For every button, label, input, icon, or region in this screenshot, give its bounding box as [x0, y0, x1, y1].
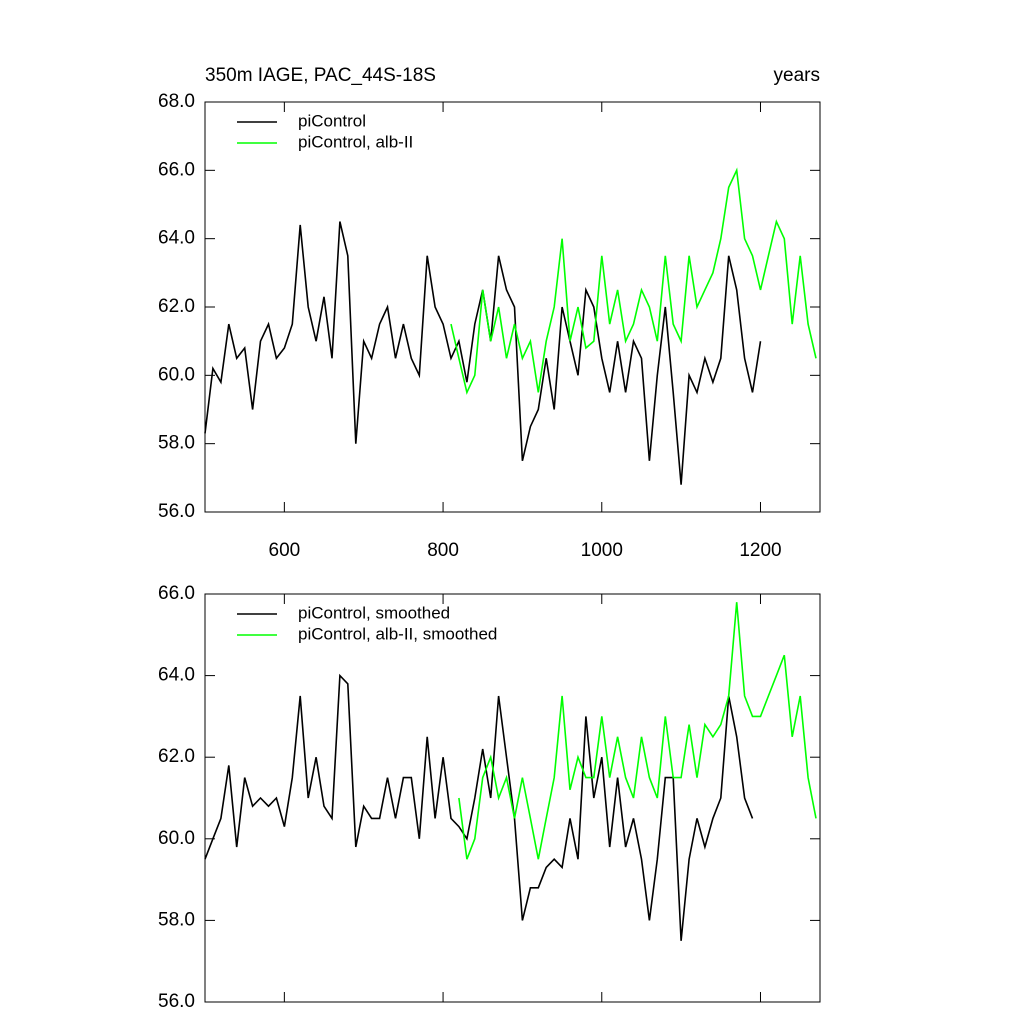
y-tick-label: 66.0	[158, 159, 195, 180]
y-tick-label: 64.0	[158, 228, 195, 249]
y-tick-label: 58.0	[158, 909, 195, 930]
y-tick-label: 56.0	[158, 991, 195, 1012]
legend-label: piControl	[298, 111, 366, 130]
x-tick-label: 1000	[581, 540, 623, 561]
y-tick-label: 60.0	[158, 828, 195, 849]
y-tick-label: 64.0	[158, 665, 195, 686]
units-label: years	[774, 65, 820, 86]
data-line	[450, 167, 817, 395]
data-line	[458, 602, 817, 860]
legend-label: piControl, alb-II, smoothed	[298, 624, 497, 643]
y-tick-label: 68.0	[158, 91, 195, 112]
legend-label: piControl, smoothed	[298, 603, 450, 622]
x-tick-label: 800	[427, 540, 459, 561]
x-tick-label: 1200	[739, 540, 781, 561]
y-tick-label: 62.0	[158, 296, 195, 317]
y-tick-label: 60.0	[158, 364, 195, 385]
x-tick-label: 600	[269, 540, 301, 561]
plot-frame	[204, 101, 821, 513]
data-line	[204, 221, 762, 485]
plot-frame	[204, 593, 821, 1003]
y-tick-label: 62.0	[158, 746, 195, 767]
y-tick-label: 56.0	[158, 501, 195, 522]
y-tick-label: 58.0	[158, 433, 195, 454]
y-tick-label: 66.0	[158, 583, 195, 604]
chart-title: 350m IAGE, PAC_44S-18S	[205, 65, 436, 86]
data-line	[204, 673, 754, 941]
legend-label: piControl, alb-II	[298, 132, 413, 151]
